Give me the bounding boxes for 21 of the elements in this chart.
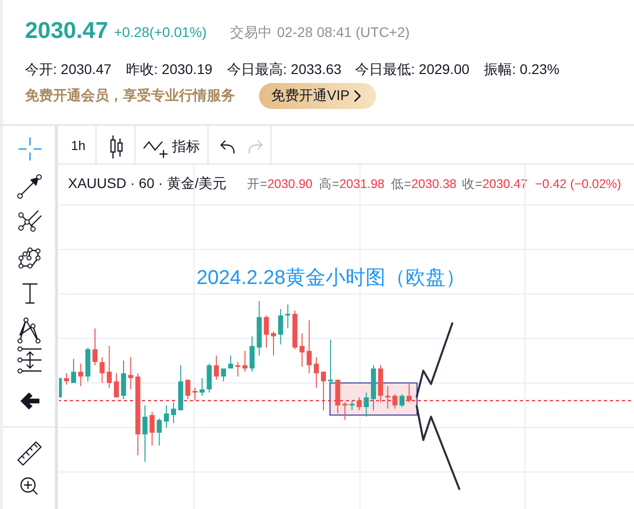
text: 振幅: 0.23% <box>484 61 560 77</box>
text: 免费开通VIP <box>271 87 350 103</box>
chart-title: 2024.2.28黄金小时图（欧盘） <box>196 267 466 289</box>
text: 2030.47 <box>482 177 528 191</box>
text: 今日最低: 2029.00 <box>355 61 470 77</box>
text: 高=2031.98 <box>319 176 385 191</box>
text: 2030.47 <box>25 17 108 43</box>
text: 今日最高: 2033.63 <box>227 61 342 77</box>
text: XAUUSD · 60 · 黄金/美元 <box>68 175 227 191</box>
text: 开=2030.90 <box>247 177 313 191</box>
text: 收= <box>462 177 482 191</box>
text: 低=2030.38 <box>391 177 457 191</box>
text: 1h <box>71 138 86 153</box>
text: 02-28 08:41 (UTC+2) <box>277 24 410 40</box>
text: 交易中 <box>230 24 272 40</box>
text: 免费开通会员，享受专业行情服务 <box>24 87 235 103</box>
text: 指标 <box>171 138 200 154</box>
text: 昨收: 2030.19 <box>126 61 213 77</box>
text: −0.42 (−0.02%) <box>535 177 622 191</box>
text: +0.28(+0.01%) <box>114 24 207 40</box>
text: 今开: 2030.47 <box>25 61 112 77</box>
